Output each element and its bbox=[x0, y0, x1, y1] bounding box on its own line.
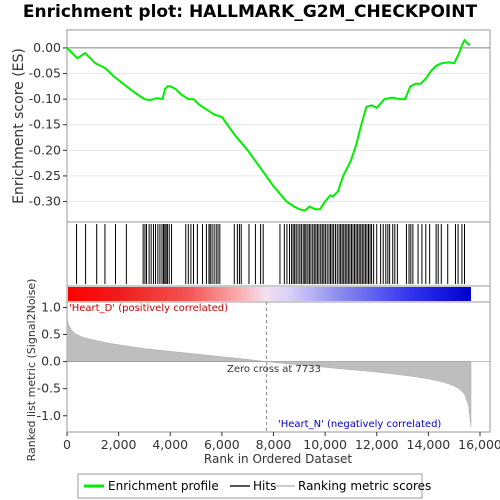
es-y-ticks: 0.00 -0.05 -0.10 -0.15 -0.20 -0.25 -0.30 bbox=[29, 40, 67, 209]
es-y-tick-label: -0.30 bbox=[29, 194, 61, 209]
metric-y-tick-label: -1.0 bbox=[37, 408, 61, 423]
es-y-tick-label: -0.05 bbox=[29, 66, 61, 81]
x-tick-label: 8,000 bbox=[256, 437, 292, 452]
enrichment-profile-layer bbox=[66, 38, 471, 212]
ranking-metric-area bbox=[66, 318, 472, 427]
positive-correlation-label: 'Heart_D' (positively correlated) bbox=[69, 303, 228, 314]
es-axis-title: Enrichment score (ES) bbox=[11, 48, 27, 204]
chart-title: Enrichment plot: HALLMARK_G2M_CHECKPOINT bbox=[22, 2, 478, 22]
zero-cross-label: Zero cross at 7733 bbox=[227, 364, 321, 375]
hits-layer bbox=[76, 224, 466, 284]
metric-axis-title: Ranked list metric (Signal2Noise) bbox=[25, 279, 38, 462]
x-tick-label: 12,000 bbox=[355, 437, 399, 452]
x-ticks: 0 2,000 4,000 6,000 8,000 10,000 12,000 14,000 1… bbox=[63, 432, 500, 452]
legend-profile-label: Enrichment profile bbox=[108, 479, 219, 493]
metric-y-tick-label: 0.5 bbox=[41, 327, 61, 342]
es-y-tick-label: -0.10 bbox=[29, 91, 61, 106]
x-axis-title: Rank in Ordered Dataset bbox=[204, 452, 352, 466]
metric-y-ticks: 1.0 0.5 0.0 -0.5 -1.0 bbox=[37, 299, 67, 423]
rank-bar bbox=[68, 287, 471, 301]
x-tick-label: 2,000 bbox=[101, 437, 137, 452]
es-y-tick-label: 0.00 bbox=[33, 40, 61, 55]
es-y-tick-label: -0.15 bbox=[29, 117, 61, 132]
x-tick-label: 6,000 bbox=[204, 437, 240, 452]
hits-panel-frame bbox=[66, 221, 491, 287]
negative-correlation-label: 'Heart_N' (negatively correlated) bbox=[278, 419, 441, 430]
x-tick-label: 4,000 bbox=[152, 437, 188, 452]
x-tick-label: 0 bbox=[63, 437, 71, 452]
legend-metric-label: Ranking metric scores bbox=[298, 479, 431, 493]
es-y-tick-label: -0.25 bbox=[29, 168, 61, 183]
metric-y-tick-label: 1.0 bbox=[41, 299, 61, 314]
es-y-tick-label: -0.20 bbox=[29, 142, 61, 157]
metric-y-tick-label: -0.5 bbox=[37, 381, 61, 396]
x-tick-label: 10,000 bbox=[303, 437, 347, 452]
es-gridlines bbox=[67, 47, 490, 203]
x-tick-label: 16,000 bbox=[458, 437, 500, 452]
enrichment-panel-frame bbox=[66, 29, 491, 223]
metric-y-tick-label: 0.0 bbox=[41, 354, 61, 369]
enrichment-profile-line bbox=[66, 38, 471, 212]
legend-hits-label: Hits bbox=[253, 479, 276, 493]
rank-bar-layer bbox=[68, 287, 471, 301]
x-tick-label: 14,000 bbox=[407, 437, 451, 452]
metric-layer bbox=[66, 302, 490, 432]
